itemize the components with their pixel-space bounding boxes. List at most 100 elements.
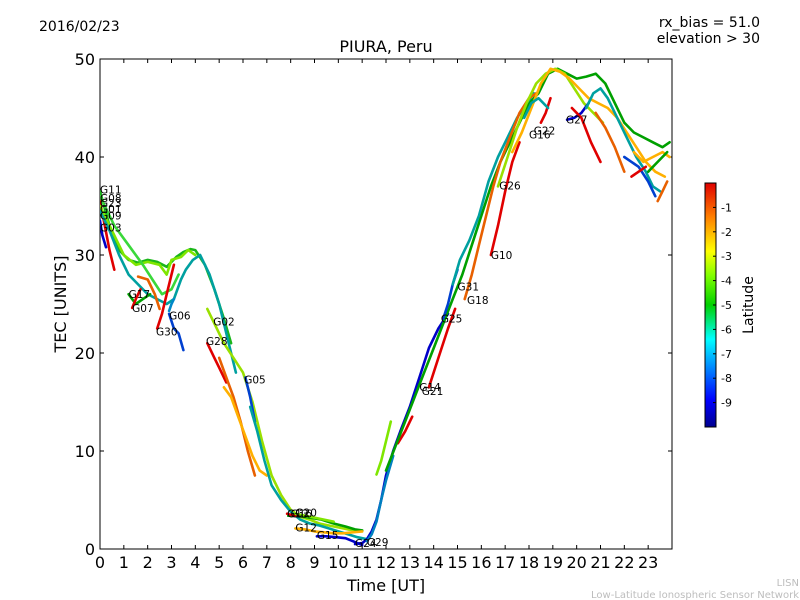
date-label: 2016/02/23: [39, 19, 120, 35]
y-tick-labels: 0 10 20 30 40 50: [75, 50, 95, 559]
colorbar-tick-label: -8: [721, 372, 732, 385]
colorbar-label: Latitude: [741, 276, 757, 334]
series-line: [622, 155, 657, 198]
x-tick-label: 9: [309, 553, 319, 572]
y-tick-label: 40: [75, 148, 95, 167]
satellite-label: G17: [129, 289, 151, 301]
satellite-label: G20: [295, 508, 317, 520]
series-line: [155, 263, 176, 330]
satellite-label: G02: [213, 317, 235, 329]
x-tick-label: 15: [447, 553, 467, 572]
axis-ticks: [99, 58, 672, 550]
x-tick-labels: 0 1 2 3 4 5 6 7 8 9 10 11 12 13 14 15 16 17 18 19 20 21 22 23: [95, 553, 658, 572]
colorbar-ticks: -1 -2 -3 -4 -5 -6 -7 -8 -9: [713, 201, 732, 410]
series-line: [375, 420, 393, 476]
satellite-label: G10: [491, 250, 513, 262]
series-line: [584, 87, 662, 193]
series-line: [285, 512, 297, 518]
y-tick-label: 0: [85, 540, 95, 559]
series-line: [463, 92, 538, 301]
series-line: [656, 180, 669, 203]
x-axis-label: Time [UT]: [346, 576, 425, 595]
series-line: [570, 106, 602, 164]
satellite-label: G26: [499, 180, 521, 192]
x-tick-label: 18: [519, 553, 539, 572]
series-line: [130, 287, 142, 310]
series-line: [294, 527, 364, 535]
satellite-label: G30: [156, 326, 178, 338]
series-line: [510, 67, 667, 178]
series-line: [396, 415, 414, 445]
x-tick-label: 19: [543, 553, 563, 572]
series-line: [522, 96, 550, 120]
series-line: [127, 292, 152, 306]
satellite-label: G18: [467, 295, 489, 307]
y-axis-label: TEC [UNITS]: [51, 256, 70, 354]
colorbar-tick-label: -1: [721, 201, 732, 214]
x-tick-label: 20: [566, 553, 586, 572]
series-line: [206, 341, 228, 384]
satellite-label: G29: [367, 537, 389, 549]
satellite-label: G28: [206, 336, 228, 348]
series-line: [294, 512, 335, 523]
satellite-label: G25: [441, 314, 463, 326]
series-line: [384, 67, 671, 472]
x-tick-label: 22: [614, 553, 634, 572]
x-tick-label: 12: [376, 553, 396, 572]
satellite-label: G16: [291, 509, 313, 521]
rx-bias-label: rx_bias = 51.0: [659, 15, 760, 31]
x-tick-label: 11: [352, 553, 372, 572]
series-line: [489, 141, 521, 257]
x-tick-label: 8: [286, 553, 296, 572]
colorbar-tick-label: -5: [721, 299, 732, 312]
satellite-label: G06: [169, 311, 191, 323]
y-tick-label: 10: [75, 442, 95, 461]
satellite-label: G03: [100, 222, 122, 234]
satellite-label: G24: [355, 538, 377, 550]
satellite-label: G09: [100, 211, 122, 223]
series-line: [365, 454, 395, 543]
series-line: [206, 307, 364, 533]
colorbar-tick-label: -7: [721, 348, 732, 361]
colorbar-tick-label: -4: [721, 275, 732, 288]
footer-network: Low-Latitude Ionospheric Sensor Network: [591, 590, 799, 600]
series-line: [100, 219, 108, 249]
colorbar-tick-label: -9: [721, 397, 732, 410]
y-tick-label: 50: [75, 50, 95, 69]
colorbar-tick-label: -6: [721, 323, 732, 336]
x-tick-label: 10: [328, 553, 348, 572]
x-tick-label: 4: [190, 553, 200, 572]
elevation-label: elevation > 30: [657, 31, 760, 47]
colorbar-tick-label: -2: [721, 226, 732, 239]
x-tick-label: 13: [400, 553, 420, 572]
satellite-label: G13: [287, 509, 309, 521]
series-line: [646, 150, 669, 173]
x-tick-label: 16: [471, 553, 491, 572]
series-line: [594, 111, 626, 173]
series-line: [630, 165, 648, 178]
y-tick-label: 20: [75, 344, 95, 363]
x-tick-label: 3: [166, 553, 176, 572]
x-tick-label: 14: [423, 553, 443, 572]
x-tick-label: 6: [238, 553, 248, 572]
x-tick-label: 1: [119, 553, 129, 572]
satellite-label: G15: [317, 530, 339, 542]
footer-lisn: LISN: [777, 578, 799, 589]
series-line: [315, 534, 364, 547]
x-tick-label: 23: [638, 553, 658, 572]
x-tick-label: 21: [590, 553, 610, 572]
satellite-label: G01: [100, 204, 122, 216]
x-tick-label: 5: [214, 553, 224, 572]
satellite-label: G12: [295, 522, 317, 534]
x-tick-label: 0: [95, 553, 105, 572]
series-line: [167, 312, 185, 352]
satellite-label: G05: [244, 374, 265, 386]
y-tick-label: 30: [75, 246, 95, 265]
satellite-label: G08: [100, 193, 122, 205]
series-line: [539, 96, 552, 124]
satellite-label: G11: [100, 184, 122, 196]
satellite-label: G07: [132, 303, 154, 315]
series-line: [167, 297, 176, 313]
